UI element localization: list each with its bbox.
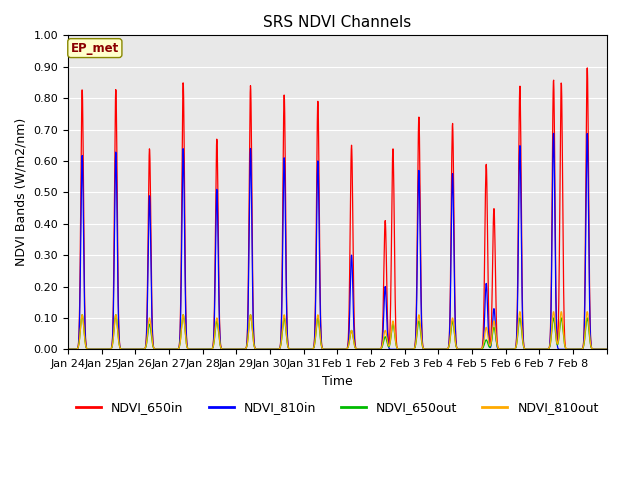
NDVI_650in bbox=[584, 65, 591, 71]
NDVI_810in bbox=[550, 131, 557, 136]
NDVI_810in bbox=[92, 347, 99, 352]
NDVI_810in bbox=[588, 343, 595, 349]
NDVI_810in bbox=[64, 347, 72, 352]
NDVI_650in bbox=[603, 347, 611, 352]
NDVI_650in bbox=[326, 347, 334, 352]
X-axis label: Time: Time bbox=[322, 374, 353, 387]
NDVI_810out bbox=[603, 347, 611, 352]
NDVI_810out bbox=[64, 347, 72, 352]
NDVI_810out bbox=[312, 331, 319, 337]
Line: NDVI_650out: NDVI_650out bbox=[68, 315, 607, 349]
NDVI_810in bbox=[312, 295, 319, 300]
NDVI_810in bbox=[488, 329, 496, 335]
NDVI_810in bbox=[603, 347, 611, 352]
Text: EP_met: EP_met bbox=[71, 42, 119, 55]
NDVI_810in bbox=[588, 345, 595, 350]
NDVI_810out bbox=[588, 344, 595, 349]
NDVI_650out bbox=[588, 345, 595, 351]
NDVI_650out bbox=[246, 312, 254, 318]
NDVI_650out bbox=[326, 347, 334, 352]
NDVI_650in bbox=[588, 342, 595, 348]
NDVI_650out bbox=[64, 347, 72, 352]
NDVI_810out bbox=[92, 347, 99, 352]
NDVI_650out bbox=[92, 347, 99, 352]
Line: NDVI_810out: NDVI_810out bbox=[68, 312, 607, 349]
NDVI_650in bbox=[92, 347, 99, 352]
NDVI_810out bbox=[326, 347, 334, 352]
Title: SRS NDVI Channels: SRS NDVI Channels bbox=[263, 15, 412, 30]
NDVI_810out bbox=[588, 345, 595, 350]
NDVI_810out bbox=[488, 330, 496, 336]
NDVI_810in bbox=[326, 347, 334, 352]
NDVI_650out bbox=[312, 330, 320, 336]
NDVI_650out bbox=[588, 344, 595, 350]
NDVI_650in bbox=[488, 285, 496, 291]
Legend: NDVI_650in, NDVI_810in, NDVI_650out, NDVI_810out: NDVI_650in, NDVI_810in, NDVI_650out, NDV… bbox=[71, 396, 604, 420]
Line: NDVI_650in: NDVI_650in bbox=[68, 68, 607, 349]
Line: NDVI_810in: NDVI_810in bbox=[68, 133, 607, 349]
NDVI_650in bbox=[312, 278, 319, 284]
NDVI_650out bbox=[603, 347, 611, 352]
NDVI_650in bbox=[64, 347, 72, 352]
NDVI_650out bbox=[489, 331, 497, 337]
Y-axis label: NDVI Bands (W/m2/nm): NDVI Bands (W/m2/nm) bbox=[15, 118, 28, 266]
NDVI_810out bbox=[557, 309, 565, 314]
NDVI_650in bbox=[588, 344, 595, 350]
